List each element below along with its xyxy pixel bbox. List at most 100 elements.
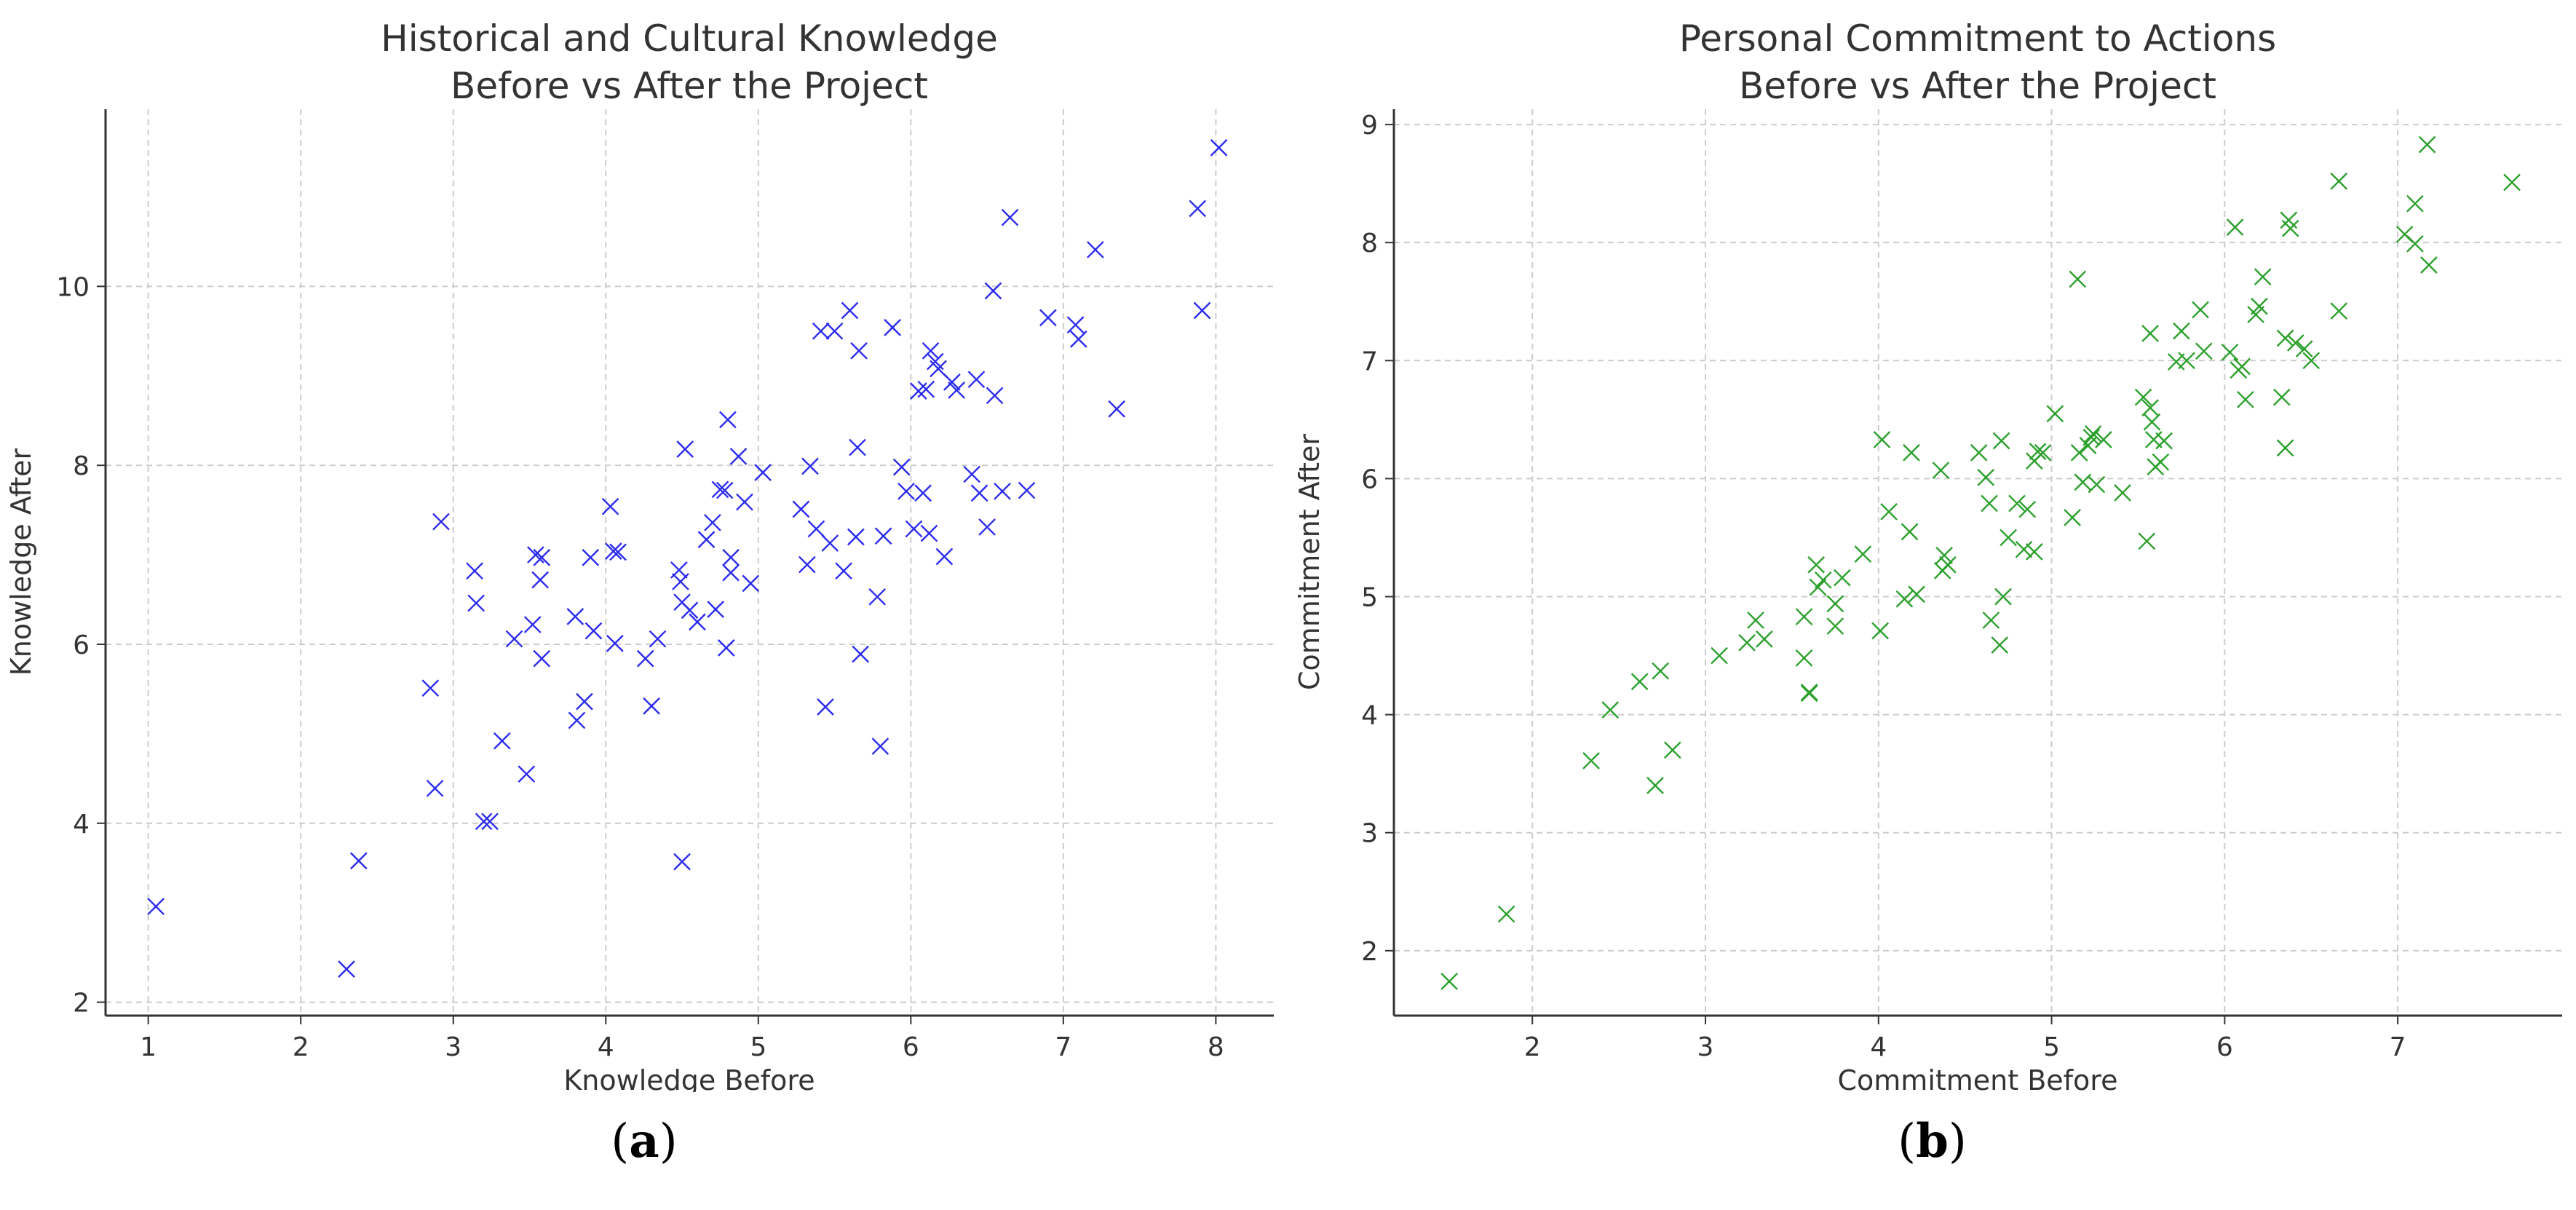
data-point bbox=[1001, 208, 1019, 226]
data-point bbox=[1871, 622, 1890, 640]
chart-title-line-1: Historical and Cultural Knowledge bbox=[381, 17, 998, 60]
data-point bbox=[2141, 399, 2159, 416]
data-point bbox=[2064, 509, 2081, 526]
data-point bbox=[1018, 481, 1036, 499]
y-tick-label: 4 bbox=[1361, 701, 1378, 731]
caption-b: (b) bbox=[1288, 1114, 2576, 1169]
caption-close-paren: ) bbox=[1948, 1115, 1967, 1169]
data-point bbox=[533, 548, 551, 566]
data-points bbox=[147, 138, 1228, 978]
y-tick-label: 2 bbox=[1361, 937, 1378, 967]
data-point bbox=[986, 387, 1004, 405]
data-point bbox=[1189, 199, 1207, 218]
caption-open-paren: ( bbox=[1898, 1115, 1917, 1169]
data-point bbox=[1108, 400, 1126, 418]
y-axis-label: Commitment After bbox=[1293, 434, 1325, 690]
data-point bbox=[1873, 431, 1891, 448]
data-point bbox=[2138, 532, 2156, 550]
data-point bbox=[792, 500, 810, 518]
data-point bbox=[582, 548, 600, 566]
data-point bbox=[948, 381, 966, 399]
axes bbox=[97, 109, 1274, 1024]
data-point bbox=[1814, 571, 1832, 589]
x-tick-label: 4 bbox=[598, 1032, 614, 1062]
data-point bbox=[2134, 388, 2152, 406]
data-point bbox=[1935, 546, 1953, 564]
data-point bbox=[2046, 405, 2064, 423]
data-point bbox=[481, 812, 499, 831]
data-point bbox=[801, 457, 819, 475]
data-point bbox=[2173, 322, 2190, 340]
x-tick-label: 6 bbox=[903, 1032, 919, 1062]
data-point bbox=[1755, 630, 1773, 648]
data-point bbox=[2000, 529, 2017, 547]
data-point bbox=[2114, 484, 2131, 502]
y-tick-label: 5 bbox=[1361, 583, 1378, 613]
data-point bbox=[2406, 194, 2424, 213]
data-point bbox=[884, 319, 902, 336]
data-point bbox=[716, 481, 734, 499]
data-point bbox=[729, 448, 748, 465]
data-point bbox=[812, 322, 830, 340]
data-point bbox=[1977, 468, 1995, 486]
data-point bbox=[1630, 673, 1649, 691]
data-point bbox=[609, 543, 627, 561]
data-point bbox=[1854, 545, 1872, 564]
data-point bbox=[2251, 297, 2268, 315]
chart-title-line-1: Personal Commitment to Actions bbox=[1679, 17, 2276, 60]
data-point bbox=[2084, 424, 2102, 443]
data-point bbox=[711, 481, 729, 499]
data-point bbox=[2143, 413, 2161, 431]
data-point bbox=[2276, 329, 2294, 347]
data-point bbox=[1039, 309, 1057, 327]
data-point bbox=[2226, 218, 2244, 236]
data-point bbox=[606, 634, 624, 652]
data-point bbox=[2330, 302, 2348, 320]
data-point bbox=[905, 520, 923, 538]
y-tick-label: 2 bbox=[73, 989, 90, 1019]
data-point bbox=[1795, 649, 1813, 667]
chart-title-line-2: Before vs After the Project bbox=[451, 65, 928, 107]
data-point bbox=[1066, 316, 1085, 334]
data-point bbox=[1809, 578, 1827, 596]
data-point bbox=[2008, 494, 2026, 513]
data-point bbox=[1901, 523, 1919, 541]
data-point bbox=[2276, 439, 2294, 457]
data-point bbox=[871, 738, 889, 755]
data-point bbox=[2330, 173, 2348, 190]
data-point bbox=[821, 534, 839, 552]
data-point bbox=[493, 732, 511, 750]
data-point bbox=[2088, 475, 2106, 494]
data-point bbox=[970, 484, 988, 502]
data-point bbox=[518, 765, 536, 783]
gridlines bbox=[106, 109, 1274, 1016]
data-point bbox=[1582, 751, 1600, 770]
data-point bbox=[2069, 270, 2087, 288]
data-point bbox=[2302, 352, 2321, 370]
data-point bbox=[963, 465, 980, 483]
y-tick-label: 9 bbox=[1361, 111, 1378, 141]
data-point bbox=[1795, 608, 1813, 625]
data-point bbox=[1981, 494, 1998, 513]
data-point bbox=[736, 493, 753, 511]
data-point bbox=[835, 562, 852, 580]
y-axis-label: Knowledge After bbox=[5, 448, 37, 676]
tick-labels: 2 3 4 5 6 7 2 3 4 5 6 7 8 9 bbox=[1361, 111, 2406, 1062]
data-point bbox=[935, 547, 954, 566]
data-point bbox=[1833, 569, 1851, 587]
data-point bbox=[892, 458, 911, 476]
scatter-chart-a: Historical and Cultural Knowledge Before… bbox=[5, 17, 1274, 1092]
y-tick-label: 8 bbox=[1361, 229, 1378, 258]
data-point bbox=[930, 360, 947, 378]
x-tick-label: 5 bbox=[2043, 1032, 2060, 1062]
data-point bbox=[2095, 431, 2112, 448]
data-point bbox=[349, 852, 368, 870]
data-point bbox=[681, 601, 699, 620]
data-point bbox=[719, 411, 737, 429]
data-point bbox=[754, 464, 772, 481]
y-tick-label: 10 bbox=[56, 272, 90, 302]
data-point bbox=[1210, 138, 1228, 157]
data-point bbox=[922, 341, 940, 360]
data-point bbox=[917, 380, 935, 398]
x-tick-label: 7 bbox=[2390, 1032, 2406, 1062]
